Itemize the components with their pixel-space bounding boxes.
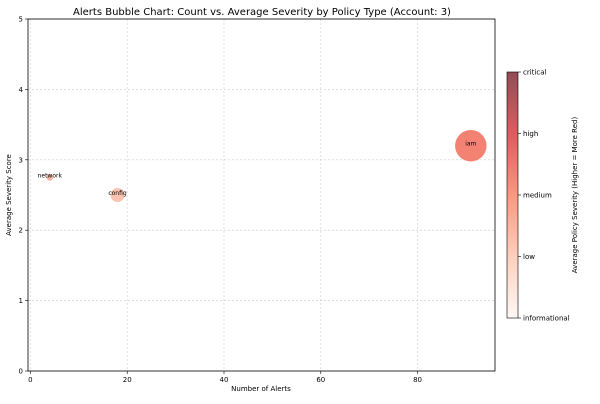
y-tick-label: 4: [19, 86, 24, 94]
bubble-label-network: network: [38, 172, 63, 179]
x-tick-label: 60: [316, 376, 325, 384]
colorbar-tick-label: critical: [523, 69, 546, 77]
bubble-label-config: config: [108, 190, 127, 197]
x-tick-label: 20: [123, 376, 132, 384]
colorbar: [506, 71, 519, 319]
bubble-iam: [455, 129, 487, 162]
colorbar-tick-label: medium: [523, 192, 552, 200]
y-tick-label: 2: [19, 227, 23, 235]
y-tick-label: 0: [19, 368, 23, 376]
y-tick-label: 1: [19, 297, 23, 305]
x-tick-label: 80: [413, 376, 422, 384]
x-tick-label: 0: [28, 376, 32, 384]
x-axis-label: Number of Alerts: [231, 385, 291, 393]
colorbar-tick-label: low: [523, 253, 535, 261]
bubble-label-iam: iam: [465, 141, 476, 148]
y-axis-label: Average Severity Score: [5, 154, 13, 236]
x-tick-label: 40: [220, 376, 229, 384]
y-tick-label: 5: [19, 16, 23, 24]
colorbar-tick-label: high: [523, 130, 538, 138]
bubble-config: [110, 187, 125, 203]
bubble-layer: network config iam: [38, 129, 487, 203]
grid-layer: [28, 18, 495, 372]
colorbar-label: Average Policy Severity (Higher = More R…: [571, 117, 579, 274]
y-tick-label: 3: [19, 156, 23, 164]
colorbar-tick-layer: informational low medium high critical: [518, 69, 570, 323]
plot-frame: [27, 18, 496, 372]
chart-title: Alerts Bubble Chart: Count vs. Average S…: [73, 7, 451, 18]
bubble-network: [46, 174, 54, 181]
colorbar-tick-label: informational: [523, 315, 570, 323]
tick-layer: 0 20 40 60 80 0 1 2 3 4 5: [19, 16, 422, 385]
